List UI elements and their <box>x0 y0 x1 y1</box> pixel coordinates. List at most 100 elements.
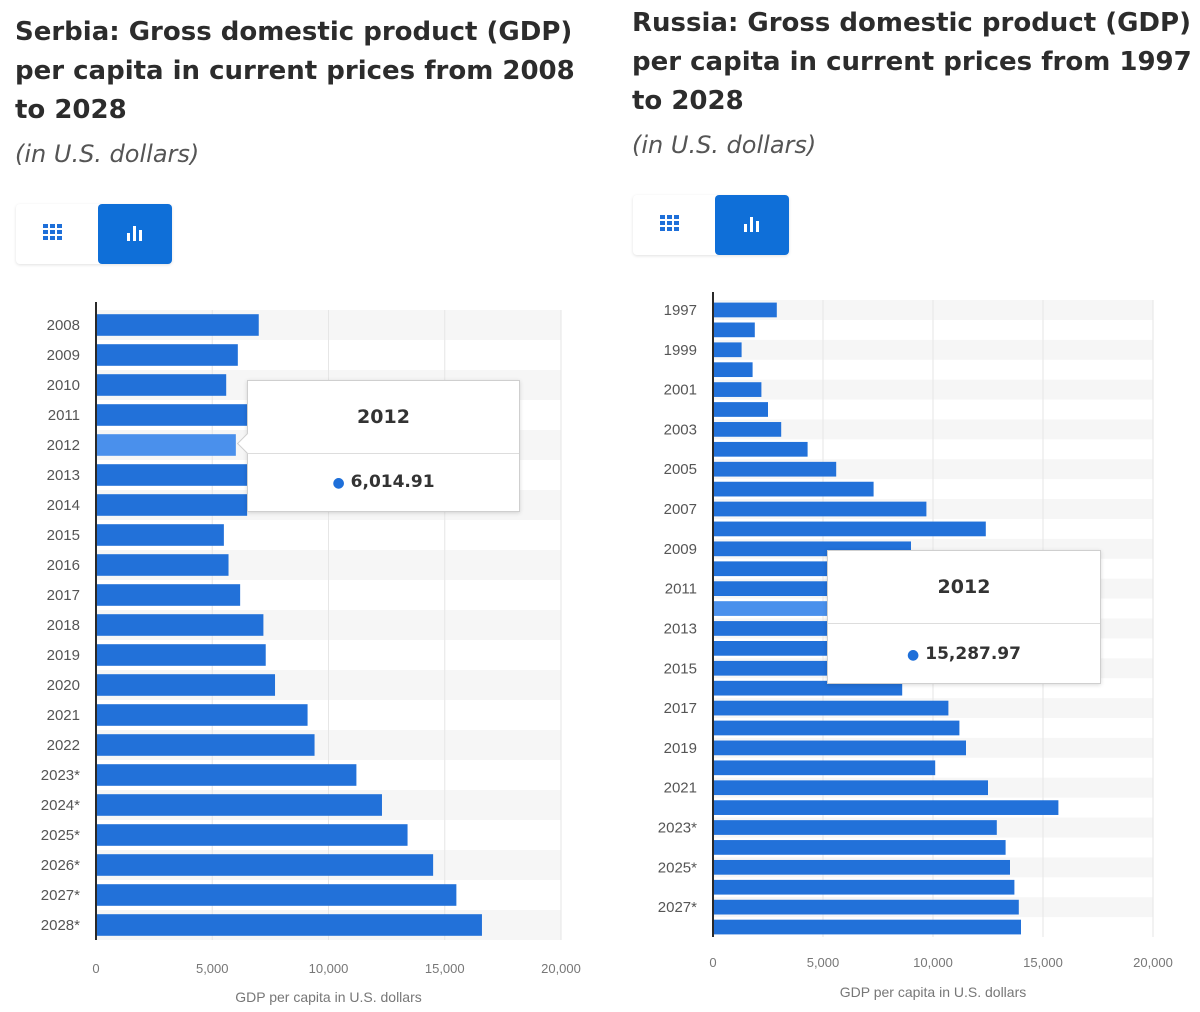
series-dot-icon: ● <box>332 475 345 491</box>
y-tick-label: 2011 <box>665 581 697 598</box>
y-tick-label: 2025* <box>658 859 697 876</box>
y-tick-label: 2005 <box>664 461 697 478</box>
y-tick-label: 2017 <box>664 700 697 717</box>
bar-2010[interactable] <box>96 374 227 396</box>
serbia-bar-chart: 0 5,000 10,000 15,000 20,000 2008 2009 2010 2011… <box>41 302 581 1005</box>
bar-2005[interactable] <box>713 461 837 477</box>
tooltip-value-row: ● 15,287.97 <box>828 625 1100 683</box>
bar-2027*[interactable] <box>96 884 457 906</box>
bar-1999[interactable] <box>713 342 742 358</box>
y-tick-label: 2028* <box>41 917 80 934</box>
bar-2023*[interactable] <box>96 764 357 786</box>
bar-2007[interactable] <box>713 501 927 517</box>
bar-2023*[interactable] <box>713 820 997 835</box>
bar-chart-icon <box>744 217 759 232</box>
bar-1997[interactable] <box>713 302 777 318</box>
y-tick-label: 2027* <box>658 899 697 916</box>
chart-title: Serbia: Gross domestic product (GDP) per… <box>15 17 575 125</box>
y-tick-label: 2009 <box>664 541 697 558</box>
y-tick-label: 2015 <box>664 660 697 677</box>
bar-2019[interactable] <box>713 740 966 756</box>
chart-subtitle: (in U.S. dollars) <box>15 140 200 168</box>
y-tick-label: 2017 <box>47 587 80 604</box>
bar-2001[interactable] <box>713 382 762 397</box>
bar-2006[interactable] <box>713 481 874 497</box>
bar-2018[interactable] <box>96 614 264 636</box>
y-tick-label: 2019 <box>664 740 697 757</box>
bar-2014[interactable] <box>96 494 248 516</box>
x-tick-label: 15,000 <box>425 961 465 976</box>
bar-2017[interactable] <box>96 584 241 606</box>
bar-2013[interactable] <box>96 464 248 486</box>
bar-2002[interactable] <box>713 402 768 417</box>
y-tick-label: 2026* <box>41 857 80 874</box>
table-view-button[interactable] <box>16 204 90 264</box>
serbia-chart-panel: Serbia: Gross domestic product (GDP) per… <box>15 17 581 1005</box>
y-tick-label: 2023* <box>658 820 697 837</box>
x-tick-label: 0 <box>92 961 99 976</box>
bar-2028*[interactable] <box>713 919 1021 935</box>
bar-2026*[interactable] <box>96 854 434 876</box>
bar-2028*[interactable] <box>96 914 482 936</box>
bar-2008[interactable] <box>96 314 259 336</box>
y-tick-label: 1997 <box>664 302 697 319</box>
bar-2003[interactable] <box>713 422 782 437</box>
y-tick-label: 2013 <box>664 620 697 637</box>
y-tick-label: 2007 <box>664 501 697 518</box>
bar-2025*[interactable] <box>713 859 1010 875</box>
y-tick-label: 1999 <box>664 342 697 359</box>
russia-bar-chart: 0 5,000 10,000 15,000 20,000 1997 1999 2001 2003… <box>658 292 1173 1000</box>
tooltip-category: 2012 <box>828 551 1100 624</box>
x-axis-title: GDP per capita in U.S. dollars <box>235 989 422 1005</box>
bar-2024*[interactable] <box>713 840 1006 855</box>
russia-chart-panel: Russia: Gross domestic product (GDP) per… <box>600 0 1200 1012</box>
bar-2022[interactable] <box>96 734 315 756</box>
chart-view-button[interactable] <box>98 204 172 264</box>
chart-tooltip: 2012 ● 6,014.91 <box>236 380 520 512</box>
bar-2022[interactable] <box>713 800 1059 815</box>
y-tick-label: 2011 <box>48 407 80 424</box>
bar-2016[interactable] <box>713 680 903 696</box>
tooltip-category: 2012 <box>248 381 519 454</box>
bar-2021[interactable] <box>713 780 988 796</box>
tooltip-value: 6,014.91 <box>350 472 435 492</box>
x-tick-label: 5,000 <box>196 961 229 976</box>
bar-2020[interactable] <box>713 760 936 776</box>
chart-view-button[interactable] <box>715 195 789 255</box>
y-tick-label: 2027* <box>41 887 80 904</box>
bar-1998[interactable] <box>713 322 755 338</box>
x-tick-label: 5,000 <box>807 955 840 970</box>
y-tick-label: 2025* <box>41 827 80 844</box>
bar-2020[interactable] <box>96 674 276 696</box>
bar-2017[interactable] <box>713 700 949 716</box>
x-tick-label: 15,000 <box>1023 955 1063 970</box>
bar-2024*[interactable] <box>96 794 382 816</box>
y-tick-label: 2023* <box>41 767 80 784</box>
x-tick-label: 0 <box>709 955 716 970</box>
table-grid-icon <box>43 224 62 240</box>
bar-2027*[interactable] <box>713 899 1019 915</box>
y-tick-label: 2024* <box>41 797 80 814</box>
bar-2025*[interactable] <box>96 824 408 846</box>
bar-2021[interactable] <box>96 704 308 726</box>
bar-2000[interactable] <box>713 362 753 378</box>
bar-2004[interactable] <box>713 441 808 457</box>
series-dot-icon: ● <box>907 647 920 663</box>
bar-2016[interactable] <box>96 554 229 576</box>
x-tick-label: 10,000 <box>309 961 349 976</box>
y-tick-label: 2010 <box>47 377 80 394</box>
y-tick-label: 2019 <box>47 647 80 664</box>
bar-2012[interactable] <box>96 434 236 456</box>
table-view-button[interactable] <box>633 195 707 255</box>
bar-2019[interactable] <box>96 644 266 666</box>
bar-2026*[interactable] <box>713 879 1015 895</box>
bar-2015[interactable] <box>96 524 224 546</box>
x-tick-label: 20,000 <box>1133 955 1173 970</box>
bar-2011[interactable] <box>96 404 248 426</box>
y-tick-label: 2018 <box>47 617 80 634</box>
bar-2009[interactable] <box>96 344 238 366</box>
bar-2008[interactable] <box>713 521 986 537</box>
view-toggle <box>16 204 172 264</box>
y-tick-label: 2022 <box>47 737 80 754</box>
bar-2018[interactable] <box>713 720 960 736</box>
